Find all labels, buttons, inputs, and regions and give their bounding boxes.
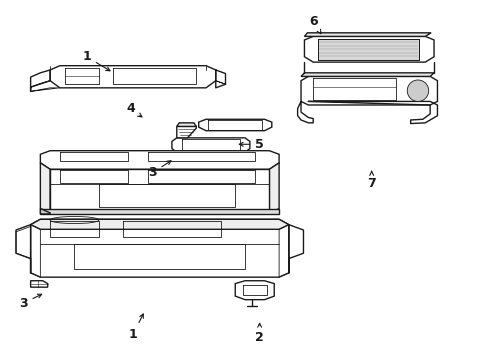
Polygon shape xyxy=(177,123,196,126)
Text: 3: 3 xyxy=(19,294,42,310)
Polygon shape xyxy=(30,219,289,229)
Text: 2: 2 xyxy=(255,323,264,344)
Polygon shape xyxy=(40,208,50,214)
Text: 5: 5 xyxy=(239,138,264,151)
Text: 6: 6 xyxy=(309,14,321,34)
Text: 3: 3 xyxy=(148,161,171,179)
Polygon shape xyxy=(50,169,270,213)
Polygon shape xyxy=(30,219,289,277)
Ellipse shape xyxy=(407,80,429,102)
Polygon shape xyxy=(301,76,438,105)
Polygon shape xyxy=(40,208,279,214)
Text: 1: 1 xyxy=(82,50,110,71)
Text: 1: 1 xyxy=(128,314,143,341)
Polygon shape xyxy=(50,66,216,88)
Text: 4: 4 xyxy=(126,102,142,117)
Polygon shape xyxy=(235,281,274,300)
Polygon shape xyxy=(301,73,434,76)
Polygon shape xyxy=(270,163,279,213)
Polygon shape xyxy=(304,33,431,36)
Polygon shape xyxy=(177,126,196,138)
Polygon shape xyxy=(172,138,250,152)
Polygon shape xyxy=(30,281,48,287)
Polygon shape xyxy=(318,39,419,60)
Polygon shape xyxy=(40,151,279,169)
Polygon shape xyxy=(40,163,50,213)
Text: 7: 7 xyxy=(368,171,376,190)
Polygon shape xyxy=(304,36,434,62)
Polygon shape xyxy=(199,119,272,131)
